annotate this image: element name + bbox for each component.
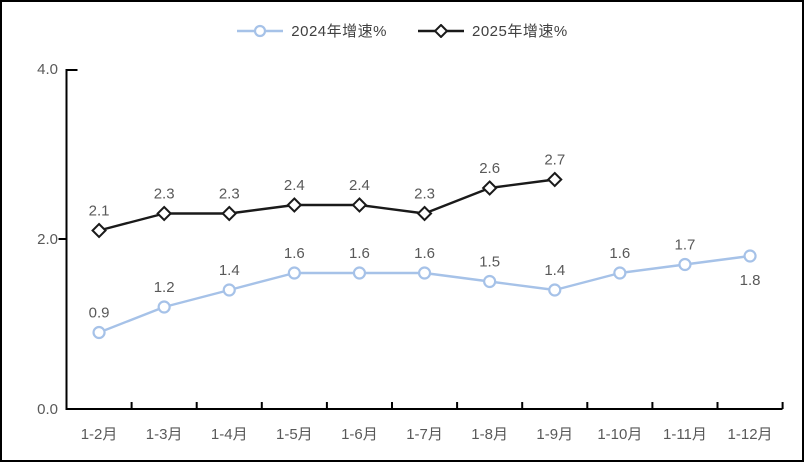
- data-point-circle: [678, 257, 692, 272]
- legend-label-2024: 2024年增速%: [291, 23, 387, 40]
- data-label: 2.6: [479, 160, 500, 177]
- data-label: 1.6: [349, 245, 370, 262]
- data-point-diamond: [156, 205, 173, 222]
- data-point-circle: [287, 266, 301, 280]
- data-label: 1.6: [414, 245, 435, 262]
- data-label: 2.3: [414, 186, 435, 203]
- data-point-circle: [222, 283, 236, 297]
- legend-line-circle-icon: [237, 24, 284, 37]
- data-point-circle: [613, 266, 627, 280]
- x-tick-label: 1-12月: [728, 426, 773, 443]
- data-label: 1.6: [284, 245, 305, 262]
- x-tick-label: 1-10月: [597, 426, 642, 443]
- legend-item-2025: 2025年增速%: [417, 20, 568, 41]
- data-label: 0.9: [89, 305, 110, 322]
- x-tick-label: 1-4月: [211, 426, 248, 443]
- data-label: 1.7: [675, 237, 696, 254]
- data-point-circle: [352, 266, 367, 280]
- y-tick-label: 4.0: [37, 61, 58, 78]
- data-point-circle: [417, 266, 432, 280]
- x-tick-label: 1-7月: [406, 426, 443, 443]
- legend-item-2024: 2024年增速%: [236, 20, 387, 41]
- data-label: 2.4: [349, 177, 370, 194]
- data-point-circle: [743, 249, 757, 263]
- data-label: 1.2: [154, 279, 175, 296]
- data-point-circle: [157, 300, 171, 314]
- y-tick-label: 0.0: [37, 401, 58, 418]
- data-label: 1.8: [740, 272, 761, 289]
- data-label: 2.3: [219, 186, 240, 203]
- data-label: 1.4: [219, 262, 240, 279]
- data-point-diamond: [546, 171, 563, 188]
- data-label: 2.3: [154, 186, 175, 203]
- data-point-diamond: [286, 197, 303, 213]
- data-label: 2.7: [544, 152, 565, 169]
- y-tick-label: 2.0: [37, 231, 58, 248]
- data-label: 2.1: [89, 203, 110, 220]
- x-tick-label: 1-8月: [471, 426, 508, 443]
- series-line-2025年增速%: [98, 178, 555, 232]
- data-point-circle: [92, 325, 106, 340]
- legend-line-diamond-icon: [418, 23, 464, 38]
- data-point-diamond: [481, 180, 498, 196]
- data-label: 1.4: [544, 262, 565, 279]
- x-tick-label: 1-9月: [536, 426, 573, 443]
- chart-legend: 2024年增速% 2025年增速%: [2, 20, 802, 41]
- data-label: 1.5: [479, 254, 500, 271]
- legend-label-2025: 2025年增速%: [472, 23, 568, 40]
- data-label: 2.4: [284, 177, 305, 194]
- data-point-circle: [483, 274, 497, 289]
- x-tick-label: 1-6月: [341, 426, 378, 443]
- data-point-circle: [548, 283, 562, 297]
- x-tick-label: 1-3月: [146, 426, 183, 443]
- data-point-diamond: [91, 222, 107, 239]
- data-point-diamond: [351, 197, 368, 213]
- x-tick-label: 1-5月: [276, 426, 313, 443]
- x-tick-label: 1-11月: [663, 426, 707, 443]
- data-point-diamond: [221, 205, 238, 222]
- data-label: 1.6: [609, 245, 630, 262]
- data-point-diamond: [416, 205, 433, 222]
- x-tick-label: 1-2月: [81, 426, 118, 443]
